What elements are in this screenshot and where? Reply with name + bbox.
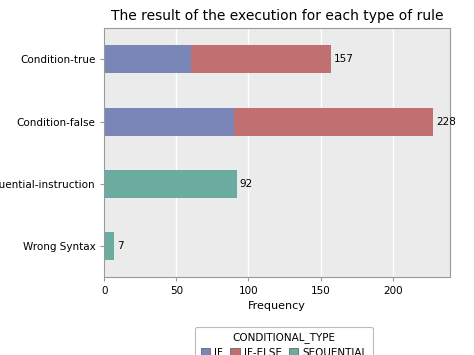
Bar	[104, 108, 234, 136]
Bar	[234, 108, 433, 136]
Text: 92: 92	[240, 179, 253, 189]
Bar	[104, 232, 114, 260]
Bar	[104, 45, 191, 73]
Legend: IF, IF-ELSE, SEQUENTIAL: IF, IF-ELSE, SEQUENTIAL	[195, 327, 373, 355]
Bar	[104, 170, 237, 198]
X-axis label: Frequency: Frequency	[248, 301, 306, 311]
Title: The result of the execution for each type of rule: The result of the execution for each typ…	[111, 9, 444, 23]
Text: 228: 228	[436, 116, 456, 127]
Bar	[191, 45, 331, 73]
Text: 7: 7	[117, 241, 124, 251]
Text: 157: 157	[334, 54, 354, 65]
